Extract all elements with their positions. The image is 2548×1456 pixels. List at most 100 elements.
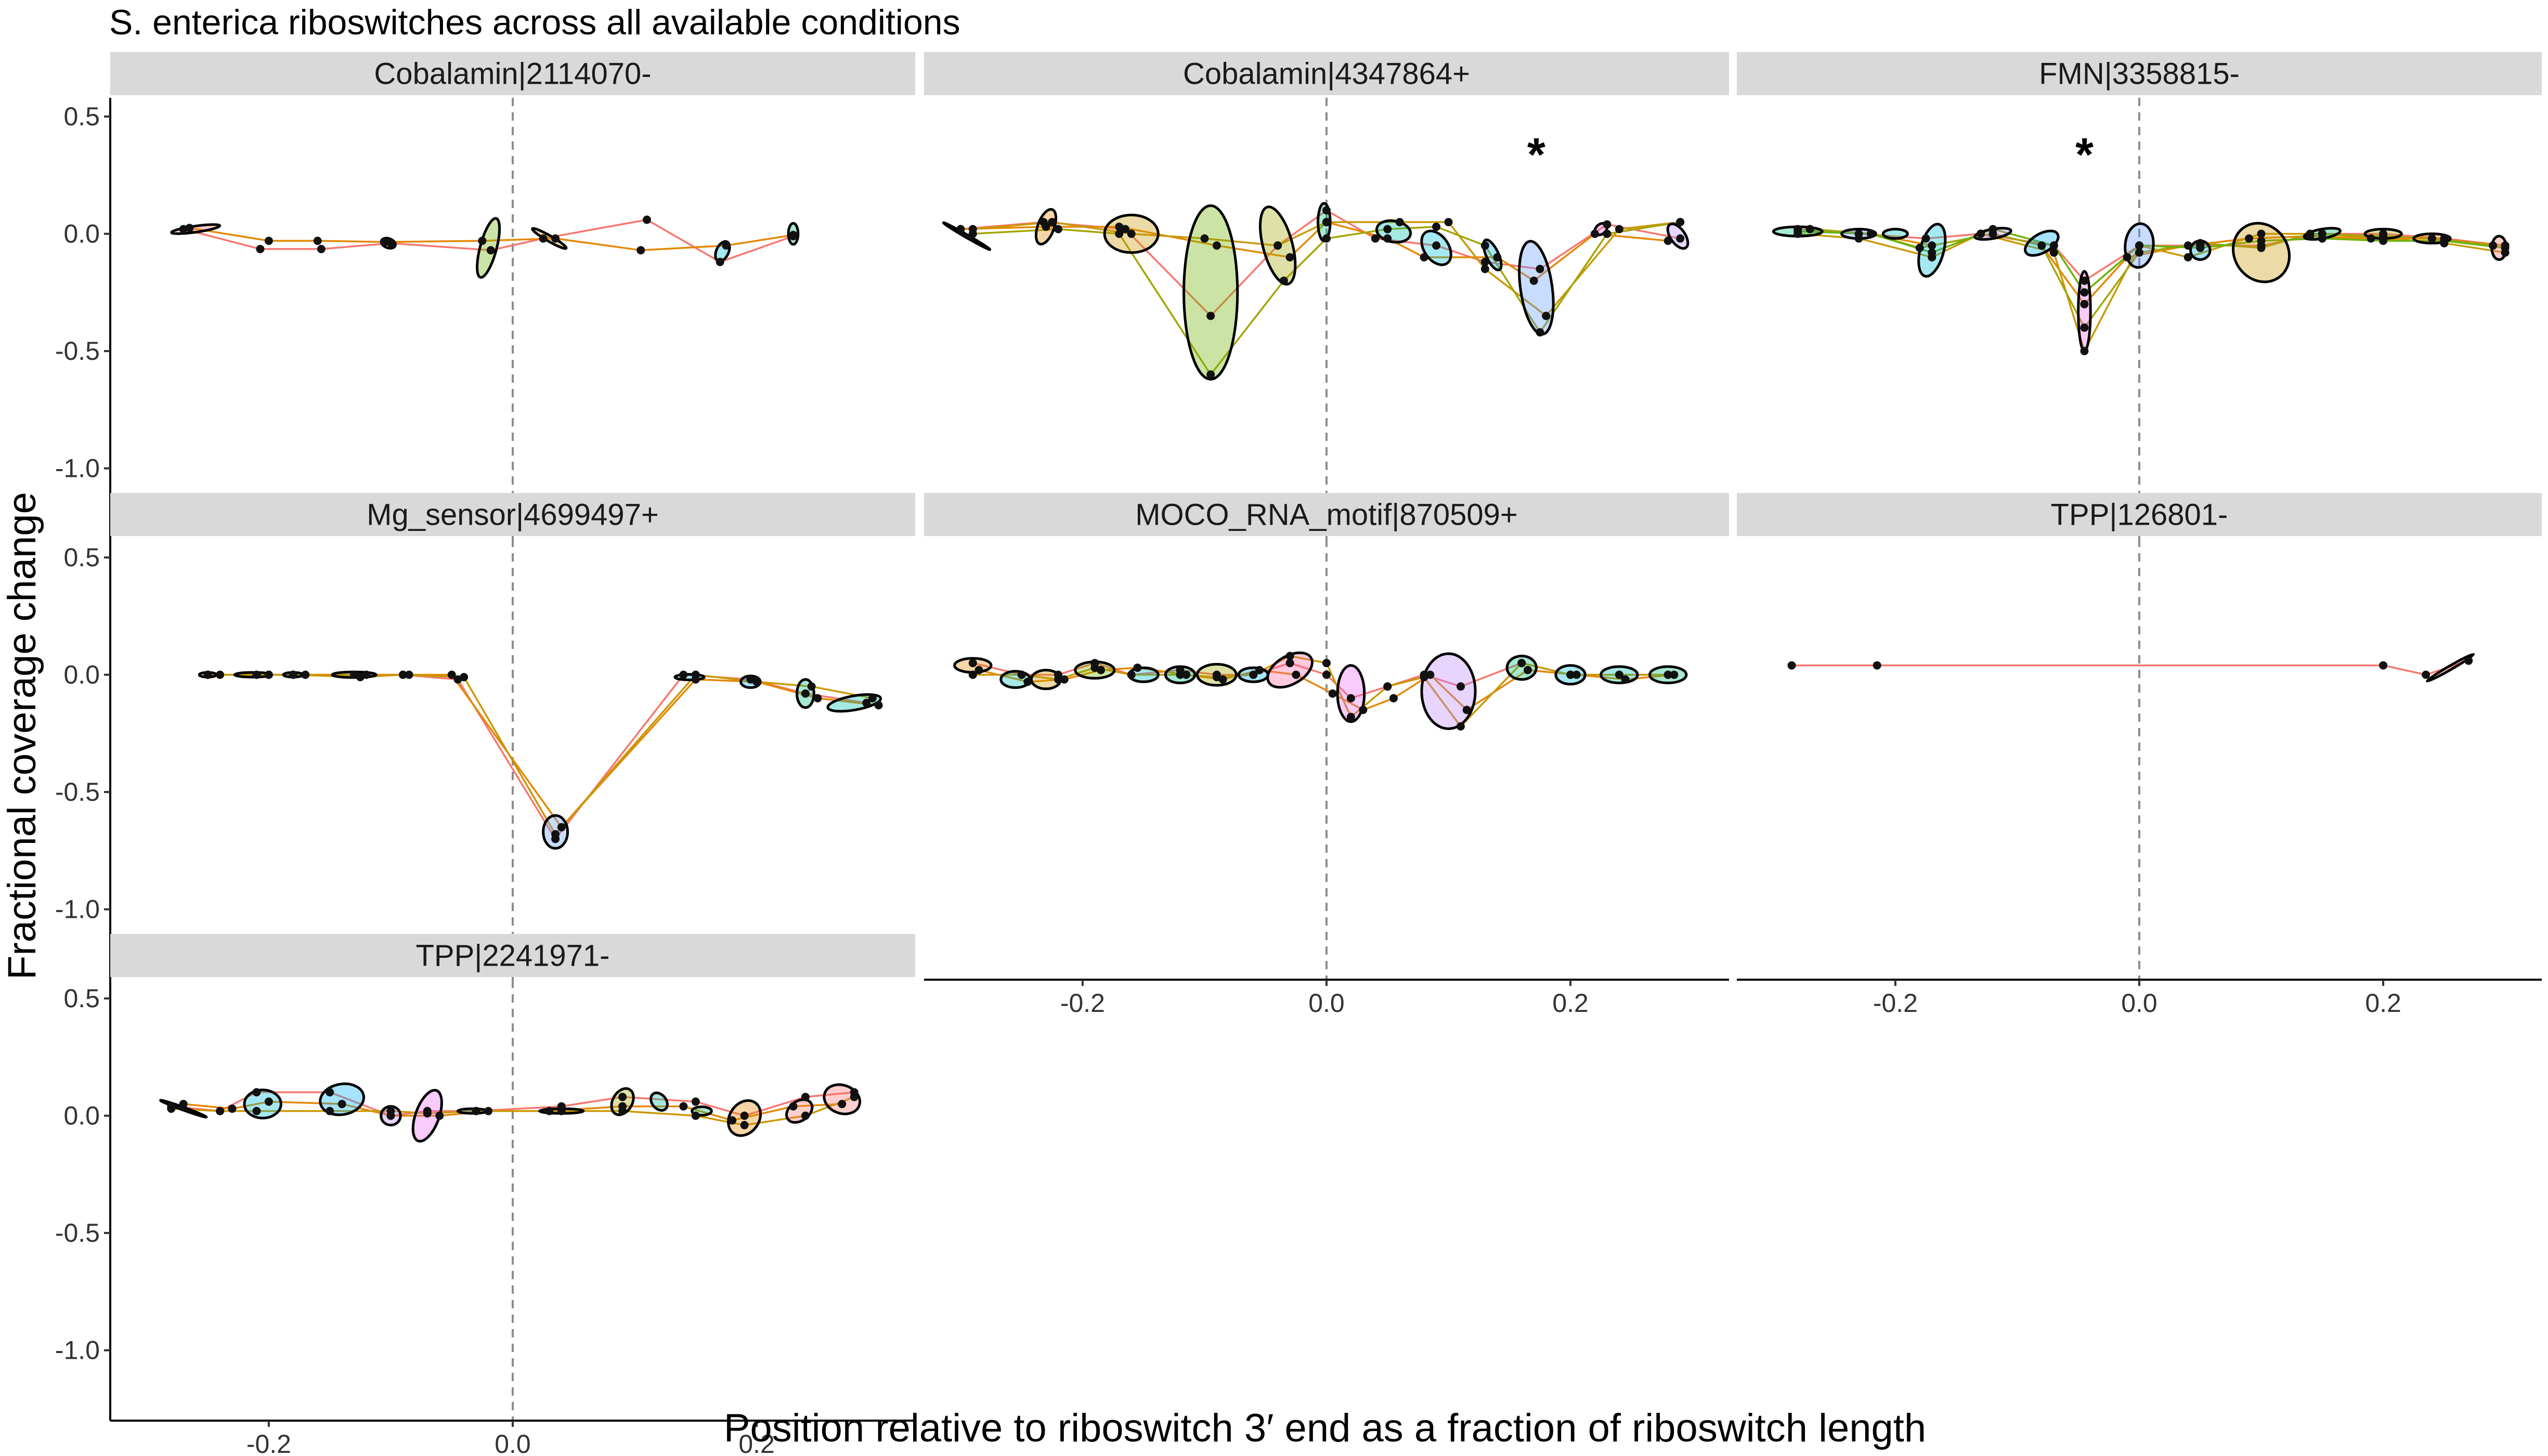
data-point [2422,670,2430,679]
panel-strip [110,493,915,536]
data-point [1566,670,1575,679]
data-point [1383,682,1392,691]
data-point [179,1100,188,1109]
data-point [264,670,273,679]
data-point [1420,253,1428,262]
data-point [1322,234,1331,243]
data-point [1249,670,1258,679]
data-point [801,1093,810,1101]
data-point [1060,675,1069,684]
data-point [2464,656,2473,665]
cluster-ellipse [673,673,706,682]
data-point [1591,229,1599,238]
data-point [1480,265,1489,274]
data-point [1328,689,1337,698]
data-point [643,215,651,224]
facet-panels: Cobalamin|2114070-0.50.0-0.5-1.0Cobalami… [55,52,2542,1456]
data-point [2196,243,2205,252]
y-tick-label: 0.0 [63,660,100,690]
data-point [2501,243,2510,252]
data-point [1273,241,1282,250]
data-point [1115,223,1124,231]
data-point [398,670,407,679]
data-point [1480,257,1489,266]
data-point [1212,241,1221,250]
figure-title: S. enterica riboswitches across all avai… [109,3,960,42]
data-point [1621,675,1630,684]
x-tick-label: 0.2 [738,1429,775,1456]
data-point [1322,659,1331,668]
data-point [1572,670,1581,679]
x-tick-label: 0.2 [2365,989,2401,1018]
data-point [289,670,297,679]
data-point [813,694,822,703]
data-point [1676,234,1685,243]
data-point [1206,370,1215,379]
data-point [691,670,700,679]
data-point [1517,659,1526,668]
data-point [1127,670,1136,679]
data-point [1787,661,1796,670]
data-point [1285,253,1294,262]
panel-strip [924,493,1729,536]
data-point [2257,243,2266,252]
x-tick-label: -0.2 [1060,989,1105,1018]
cluster-ellipse [826,693,882,713]
data-point [1805,225,1814,233]
data-point [1133,664,1142,672]
data-point [460,673,469,682]
data-point [2257,237,2266,245]
data-point [167,1104,176,1113]
data-point [968,659,977,668]
panel-strip [1737,52,2542,95]
data-point [752,678,761,686]
data-point [484,1107,493,1115]
x-axis-title: Position relative to riboswitch 3′ end a… [724,1406,1926,1450]
cluster-ellipse [1336,664,1366,723]
data-point [722,241,731,250]
data-point [203,670,212,679]
data-point [228,1104,237,1113]
data-point [1915,243,1924,252]
data-point [1603,229,1611,238]
data-point [1480,241,1489,250]
data-point [1928,248,1936,257]
panel-strip [1737,493,2542,536]
data-point [1322,206,1331,215]
data-point [679,1102,688,1111]
data-point [1793,227,1802,236]
data-point [2306,229,2315,238]
panel-strip-label: TPP|2241971- [416,939,610,973]
data-point [1670,670,1679,679]
data-point [740,1121,749,1129]
data-point [868,694,877,703]
cluster-ellipse [243,1088,282,1120]
data-point [2049,248,2058,257]
data-point [1017,670,1026,679]
data-point [185,224,194,232]
data-point [1921,234,1930,243]
data-point [252,1107,261,1115]
cluster-ellipse [170,223,222,235]
data-point [1603,220,1611,229]
data-point [801,689,810,698]
data-point [1457,722,1465,731]
data-point [326,1107,334,1115]
panel-moco-rna-motif-870509: MOCO_RNA_motif|870509+ -0.2 0.0 0.2 [924,493,1729,1018]
y-tick-label: -0.5 [55,777,100,807]
significance-marker: * [1527,129,1545,181]
data-point [636,246,645,255]
data-point [740,1111,749,1120]
y-tick-label: 0.5 [63,984,100,1013]
data-point [1536,265,1544,274]
data-point [789,230,798,239]
data-point [716,257,724,266]
data-point [618,1107,627,1115]
panel-fmn-3358815: FMN|3358815- * [1737,52,2542,539]
data-point [2440,237,2449,245]
panel-strip-label: FMN|3358815- [2039,57,2240,91]
data-point [1176,670,1185,679]
series-line [207,673,873,836]
x-tick-label: 0.0 [2121,989,2157,1018]
data-point [301,670,310,679]
